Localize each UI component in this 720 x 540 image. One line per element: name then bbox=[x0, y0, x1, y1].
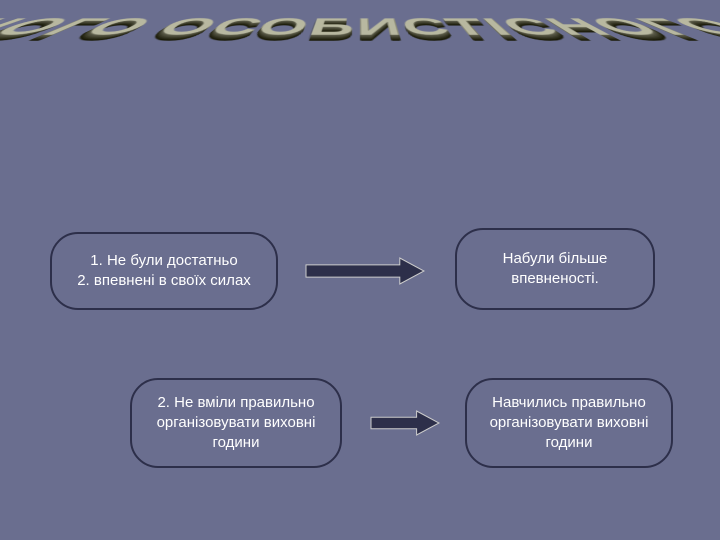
wordart-title: ДОКАЗИ НАШОГО ОСОБИСТІСНОГО ЗРОСТАННЯ bbox=[0, 14, 720, 42]
arrow-bottom bbox=[370, 410, 440, 436]
wordart-title-container: ДОКАЗИ НАШОГО ОСОБИСТІСНОГО ЗРОСТАННЯ bbox=[0, 0, 720, 170]
box-text: Навчились правильно організовувати вихов… bbox=[483, 393, 655, 454]
box-before-organize: 2. Не вміли правильно організовувати вих… bbox=[130, 378, 342, 468]
box-after-confidence: Набули більше впевненості. bbox=[455, 228, 655, 310]
box-text: Набули більше впевненості. bbox=[473, 249, 637, 290]
box-after-organize: Навчились правильно організовувати вихов… bbox=[465, 378, 673, 468]
arrow-top bbox=[305, 257, 425, 285]
box-text: 2. Не вміли правильно організовувати вих… bbox=[148, 393, 324, 454]
box-text: 1. Не були достатньо 2. впевнені в своїх… bbox=[77, 251, 251, 292]
box-before-confidence: 1. Не були достатньо 2. впевнені в своїх… bbox=[50, 232, 278, 310]
